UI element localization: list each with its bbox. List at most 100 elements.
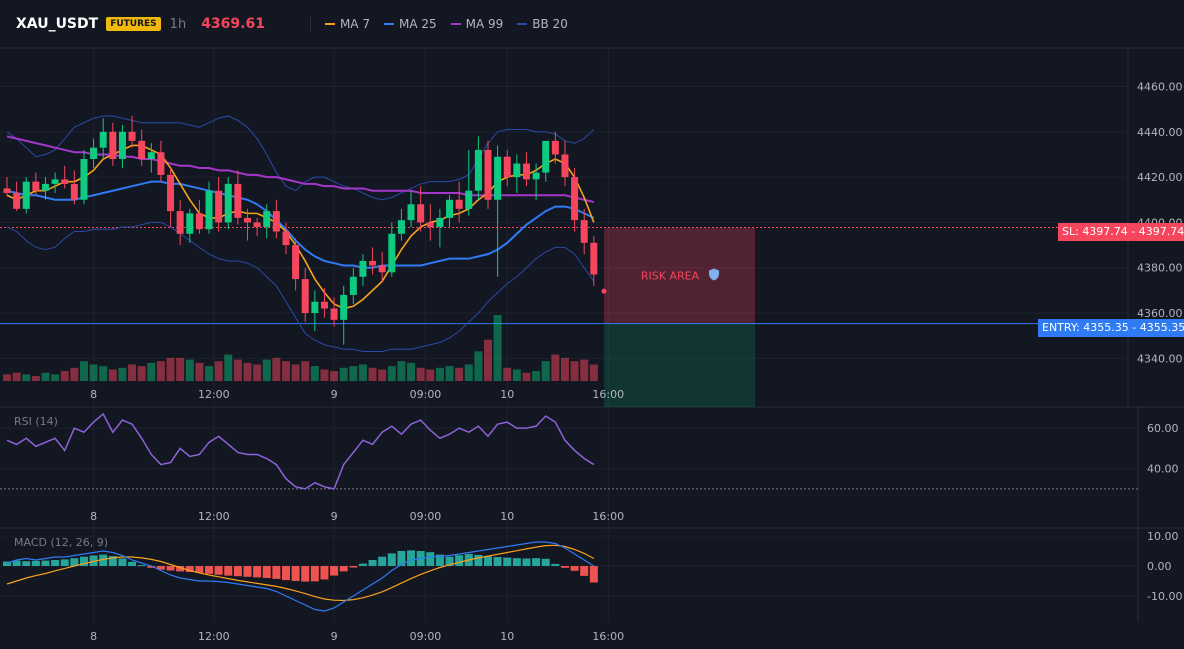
- candle: [109, 122, 117, 166]
- x-tick-label: 8: [90, 388, 97, 401]
- candle: [465, 149, 473, 216]
- candle: [32, 172, 40, 196]
- candle-body: [397, 220, 405, 234]
- volume-bar: [368, 367, 377, 381]
- candle-body: [349, 276, 357, 295]
- legend-ma25[interactable]: MA 25: [383, 17, 437, 31]
- x-tick-label: 10: [500, 510, 514, 523]
- candle-body: [455, 199, 463, 209]
- macd-histogram-bar: [51, 560, 60, 566]
- volume-bar: [387, 366, 396, 381]
- volume-bar: [560, 357, 569, 381]
- price-tick-label: 4340.00: [1137, 352, 1183, 365]
- candle: [205, 181, 213, 234]
- macd-histogram-bar: [243, 566, 252, 577]
- volume-bar: [281, 361, 290, 381]
- macd-histogram-bar: [205, 566, 214, 574]
- legend-ma7[interactable]: MA 7: [324, 17, 370, 31]
- macd-histogram-bar: [301, 566, 310, 582]
- candle: [446, 195, 454, 227]
- macd-histogram-bar: [31, 560, 40, 566]
- volume-bar: [580, 359, 589, 381]
- candle: [580, 208, 588, 255]
- macd-tick-label: 0.00: [1147, 560, 1172, 573]
- price-tick-label: 4460.00: [1137, 81, 1183, 94]
- price-tick-label: 4420.00: [1137, 171, 1183, 184]
- macd-histogram-bar: [253, 566, 262, 578]
- macd-histogram-bar: [378, 556, 387, 566]
- candle: [22, 177, 30, 214]
- macd-histogram-bar: [484, 556, 492, 566]
- candle: [157, 140, 165, 182]
- x-tick-label: 09:00: [410, 388, 442, 401]
- macd-tick-label: 10.00: [1147, 530, 1179, 543]
- candle-body: [551, 140, 559, 155]
- candle: [282, 222, 290, 255]
- legend-ma99[interactable]: MA 99: [450, 17, 503, 31]
- volume-bar: [118, 367, 127, 381]
- symbol-name[interactable]: XAU_USDT: [16, 16, 99, 32]
- volume-bar: [589, 364, 598, 381]
- macd-histogram-bar: [118, 558, 127, 566]
- shield-icon: [709, 268, 719, 281]
- candle-body: [215, 190, 223, 223]
- legend-bb20[interactable]: BB 20: [517, 17, 568, 31]
- macd-histogram-bar: [185, 566, 194, 572]
- x-tick-label: 16:00: [592, 388, 624, 401]
- x-tick-label: 09:00: [410, 510, 442, 523]
- macd-histogram-bar: [156, 566, 165, 570]
- legend-label-bb20: BB 20: [532, 17, 568, 31]
- candle-body: [22, 181, 30, 209]
- macd-histogram-bar: [532, 558, 541, 566]
- legend-label-ma7: MA 7: [339, 17, 370, 31]
- chart-header: XAU_USDT FUTURES 1h 4369.61 MA 7 MA 25 M…: [0, 0, 1184, 48]
- macd-histogram-bar: [474, 554, 483, 566]
- macd-tick-label: -10.00: [1147, 590, 1182, 603]
- macd-histogram-bar: [320, 566, 329, 580]
- candle: [186, 208, 194, 243]
- volume-bar: [22, 374, 31, 381]
- ma25-line: [6, 180, 595, 269]
- x-tick-label: 12:00: [198, 630, 230, 643]
- entry-tag[interactable]: ENTRY: 4355.35 - 4355.35: [1038, 319, 1184, 337]
- candle: [455, 181, 463, 223]
- candle: [90, 138, 98, 169]
- stop-loss-tag[interactable]: SL: 4397.74 - 4397.74: [1058, 223, 1184, 241]
- candle: [436, 208, 444, 248]
- timeframe-label[interactable]: 1h: [169, 16, 187, 32]
- macd-histogram-bar: [195, 566, 204, 573]
- volume-bar: [397, 361, 406, 381]
- candle: [99, 118, 107, 159]
- volume-bar: [541, 361, 550, 381]
- candle-body: [253, 222, 261, 227]
- macd-histogram-bar: [108, 556, 117, 566]
- candle-body: [13, 192, 21, 209]
- candle-body: [195, 213, 203, 230]
- candle: [224, 177, 232, 230]
- volume-bar: [464, 364, 473, 381]
- candle-body: [205, 190, 213, 230]
- legend-label-ma25: MA 25: [398, 17, 437, 31]
- candle: [522, 152, 530, 187]
- candle-body: [359, 260, 367, 277]
- candle-body: [378, 265, 386, 273]
- macd-histogram-bar: [262, 566, 271, 578]
- macd-histogram-bar: [272, 566, 281, 579]
- candle: [369, 247, 377, 275]
- macd-histogram-bar: [589, 566, 598, 583]
- candle-body: [532, 172, 540, 180]
- volume-bar: [310, 366, 319, 381]
- candle: [176, 199, 184, 246]
- candle-body: [109, 131, 117, 159]
- macd-histogram-bar: [281, 566, 290, 581]
- candle: [80, 149, 88, 205]
- volume-bar: [272, 357, 281, 381]
- macd-histogram-bar: [551, 563, 560, 566]
- volume-bar: [551, 354, 560, 381]
- candle: [397, 208, 405, 241]
- volume-bar: [89, 364, 98, 381]
- macd-histogram-bar: [349, 566, 358, 568]
- volume-bar: [493, 315, 502, 381]
- volume-bar: [358, 364, 367, 381]
